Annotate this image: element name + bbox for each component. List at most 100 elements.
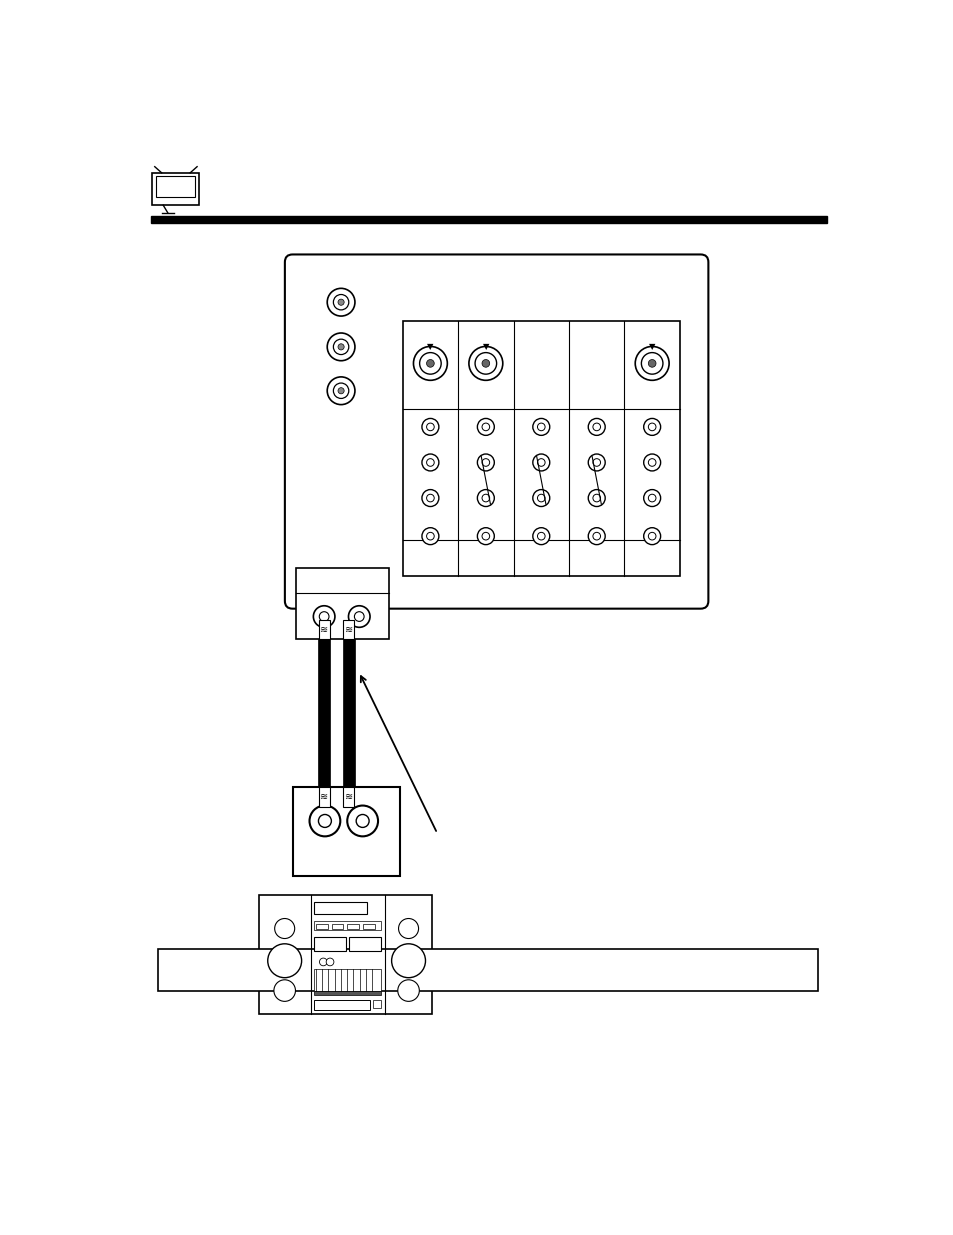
Circle shape (327, 333, 355, 361)
Circle shape (643, 454, 659, 471)
Circle shape (643, 527, 659, 545)
Bar (314, 969, 381, 990)
Bar (343, 787, 354, 806)
Circle shape (333, 294, 349, 310)
Circle shape (533, 489, 549, 506)
Text: ≋: ≋ (344, 792, 353, 802)
Circle shape (327, 377, 355, 405)
Circle shape (648, 494, 656, 501)
Bar (318, 620, 329, 640)
Circle shape (318, 814, 331, 827)
Bar (402, 321, 679, 576)
Bar (296, 568, 389, 640)
Circle shape (274, 919, 294, 939)
Text: ▼: ▼ (648, 342, 655, 351)
Bar (349, 937, 380, 951)
Circle shape (326, 958, 334, 966)
Circle shape (426, 458, 434, 467)
Circle shape (313, 605, 335, 627)
Circle shape (398, 919, 418, 939)
Bar (332, 924, 343, 929)
Circle shape (481, 359, 489, 367)
Circle shape (635, 347, 668, 380)
Circle shape (476, 454, 494, 471)
Circle shape (426, 424, 434, 431)
Circle shape (421, 454, 438, 471)
Circle shape (426, 532, 434, 540)
Circle shape (648, 424, 656, 431)
Circle shape (533, 419, 549, 436)
Circle shape (476, 489, 494, 506)
Circle shape (397, 979, 419, 1002)
Bar (314, 1000, 370, 1010)
Circle shape (421, 419, 438, 436)
Bar (155, 175, 194, 198)
Bar (152, 173, 199, 205)
Circle shape (593, 532, 599, 540)
Circle shape (533, 454, 549, 471)
Bar (293, 787, 400, 876)
Bar (362, 924, 375, 929)
Circle shape (593, 494, 599, 501)
Circle shape (643, 489, 659, 506)
Text: ≋: ≋ (320, 625, 328, 635)
Circle shape (476, 419, 494, 436)
Bar (315, 924, 328, 929)
Circle shape (327, 288, 355, 316)
Circle shape (426, 359, 434, 367)
Circle shape (481, 532, 489, 540)
Circle shape (319, 958, 327, 966)
Circle shape (648, 458, 656, 467)
Circle shape (268, 944, 301, 978)
Circle shape (348, 605, 370, 627)
Circle shape (537, 494, 544, 501)
Circle shape (475, 353, 497, 374)
Circle shape (593, 458, 599, 467)
Circle shape (347, 805, 377, 836)
Bar (314, 937, 345, 951)
Circle shape (426, 494, 434, 501)
Text: ▼: ▼ (482, 342, 489, 351)
Circle shape (588, 527, 604, 545)
Bar (258, 895, 432, 1014)
Circle shape (648, 532, 656, 540)
Bar (157, 948, 818, 992)
Circle shape (421, 527, 438, 545)
Circle shape (391, 944, 425, 978)
Bar (347, 924, 358, 929)
Circle shape (354, 611, 364, 621)
Circle shape (537, 458, 544, 467)
FancyBboxPatch shape (285, 254, 708, 609)
Circle shape (309, 805, 340, 836)
Circle shape (476, 527, 494, 545)
Circle shape (337, 388, 344, 394)
Circle shape (643, 419, 659, 436)
Bar (151, 216, 826, 222)
Circle shape (333, 340, 349, 354)
Circle shape (421, 489, 438, 506)
Circle shape (413, 347, 447, 380)
Circle shape (337, 299, 344, 305)
Circle shape (537, 424, 544, 431)
Bar (314, 990, 381, 995)
Circle shape (481, 424, 489, 431)
Circle shape (533, 527, 549, 545)
Circle shape (319, 611, 329, 621)
Bar (314, 903, 366, 914)
Bar (314, 921, 381, 930)
Text: ▼: ▼ (427, 342, 434, 351)
Circle shape (274, 979, 295, 1002)
Bar (372, 1000, 381, 1009)
Circle shape (333, 383, 349, 399)
Circle shape (588, 454, 604, 471)
Circle shape (648, 359, 656, 367)
Circle shape (588, 419, 604, 436)
Text: ≋: ≋ (344, 625, 353, 635)
Circle shape (593, 424, 599, 431)
Circle shape (588, 489, 604, 506)
Text: ≋: ≋ (320, 792, 328, 802)
Circle shape (469, 347, 502, 380)
Circle shape (640, 353, 662, 374)
Circle shape (337, 343, 344, 350)
Bar (342, 640, 355, 787)
